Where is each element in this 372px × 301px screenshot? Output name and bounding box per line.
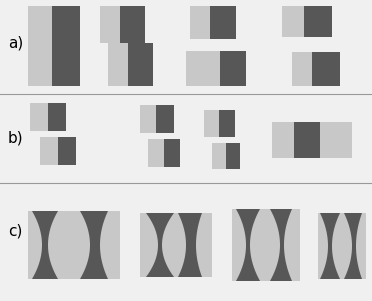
Bar <box>212 143 226 169</box>
Polygon shape <box>270 209 292 281</box>
Bar <box>30 103 48 131</box>
Bar <box>186 51 200 86</box>
Bar <box>200 51 220 86</box>
Bar <box>204 110 219 137</box>
Bar <box>28 6 52 86</box>
Bar <box>140 105 156 133</box>
Text: b): b) <box>8 131 24 145</box>
Polygon shape <box>32 211 58 279</box>
Bar <box>219 110 235 137</box>
Bar <box>128 43 153 86</box>
Bar <box>200 51 220 86</box>
Bar <box>304 6 332 37</box>
Bar <box>294 122 320 158</box>
Polygon shape <box>146 213 174 277</box>
Text: c): c) <box>8 224 22 238</box>
Bar <box>52 6 80 86</box>
Polygon shape <box>344 213 362 279</box>
Bar <box>282 6 304 37</box>
Bar <box>322 122 340 158</box>
Bar <box>294 122 320 158</box>
Bar <box>272 122 352 158</box>
Bar <box>100 6 120 43</box>
Polygon shape <box>320 213 340 279</box>
Bar <box>48 103 66 131</box>
Bar <box>232 209 300 281</box>
Bar <box>164 139 180 167</box>
Bar <box>210 6 236 39</box>
Bar <box>108 43 128 86</box>
Polygon shape <box>236 209 260 281</box>
Bar <box>312 52 340 86</box>
Text: a): a) <box>8 36 23 51</box>
Bar <box>58 137 76 165</box>
Polygon shape <box>178 213 202 277</box>
Bar <box>148 139 164 167</box>
Bar <box>120 6 145 43</box>
Bar <box>190 6 210 39</box>
Bar <box>226 143 240 169</box>
Bar <box>318 213 366 279</box>
Bar <box>140 213 212 277</box>
Bar <box>220 51 246 86</box>
Bar <box>156 105 174 133</box>
Bar <box>40 137 58 165</box>
Bar <box>292 52 312 86</box>
Bar <box>28 211 120 279</box>
Polygon shape <box>80 211 108 279</box>
